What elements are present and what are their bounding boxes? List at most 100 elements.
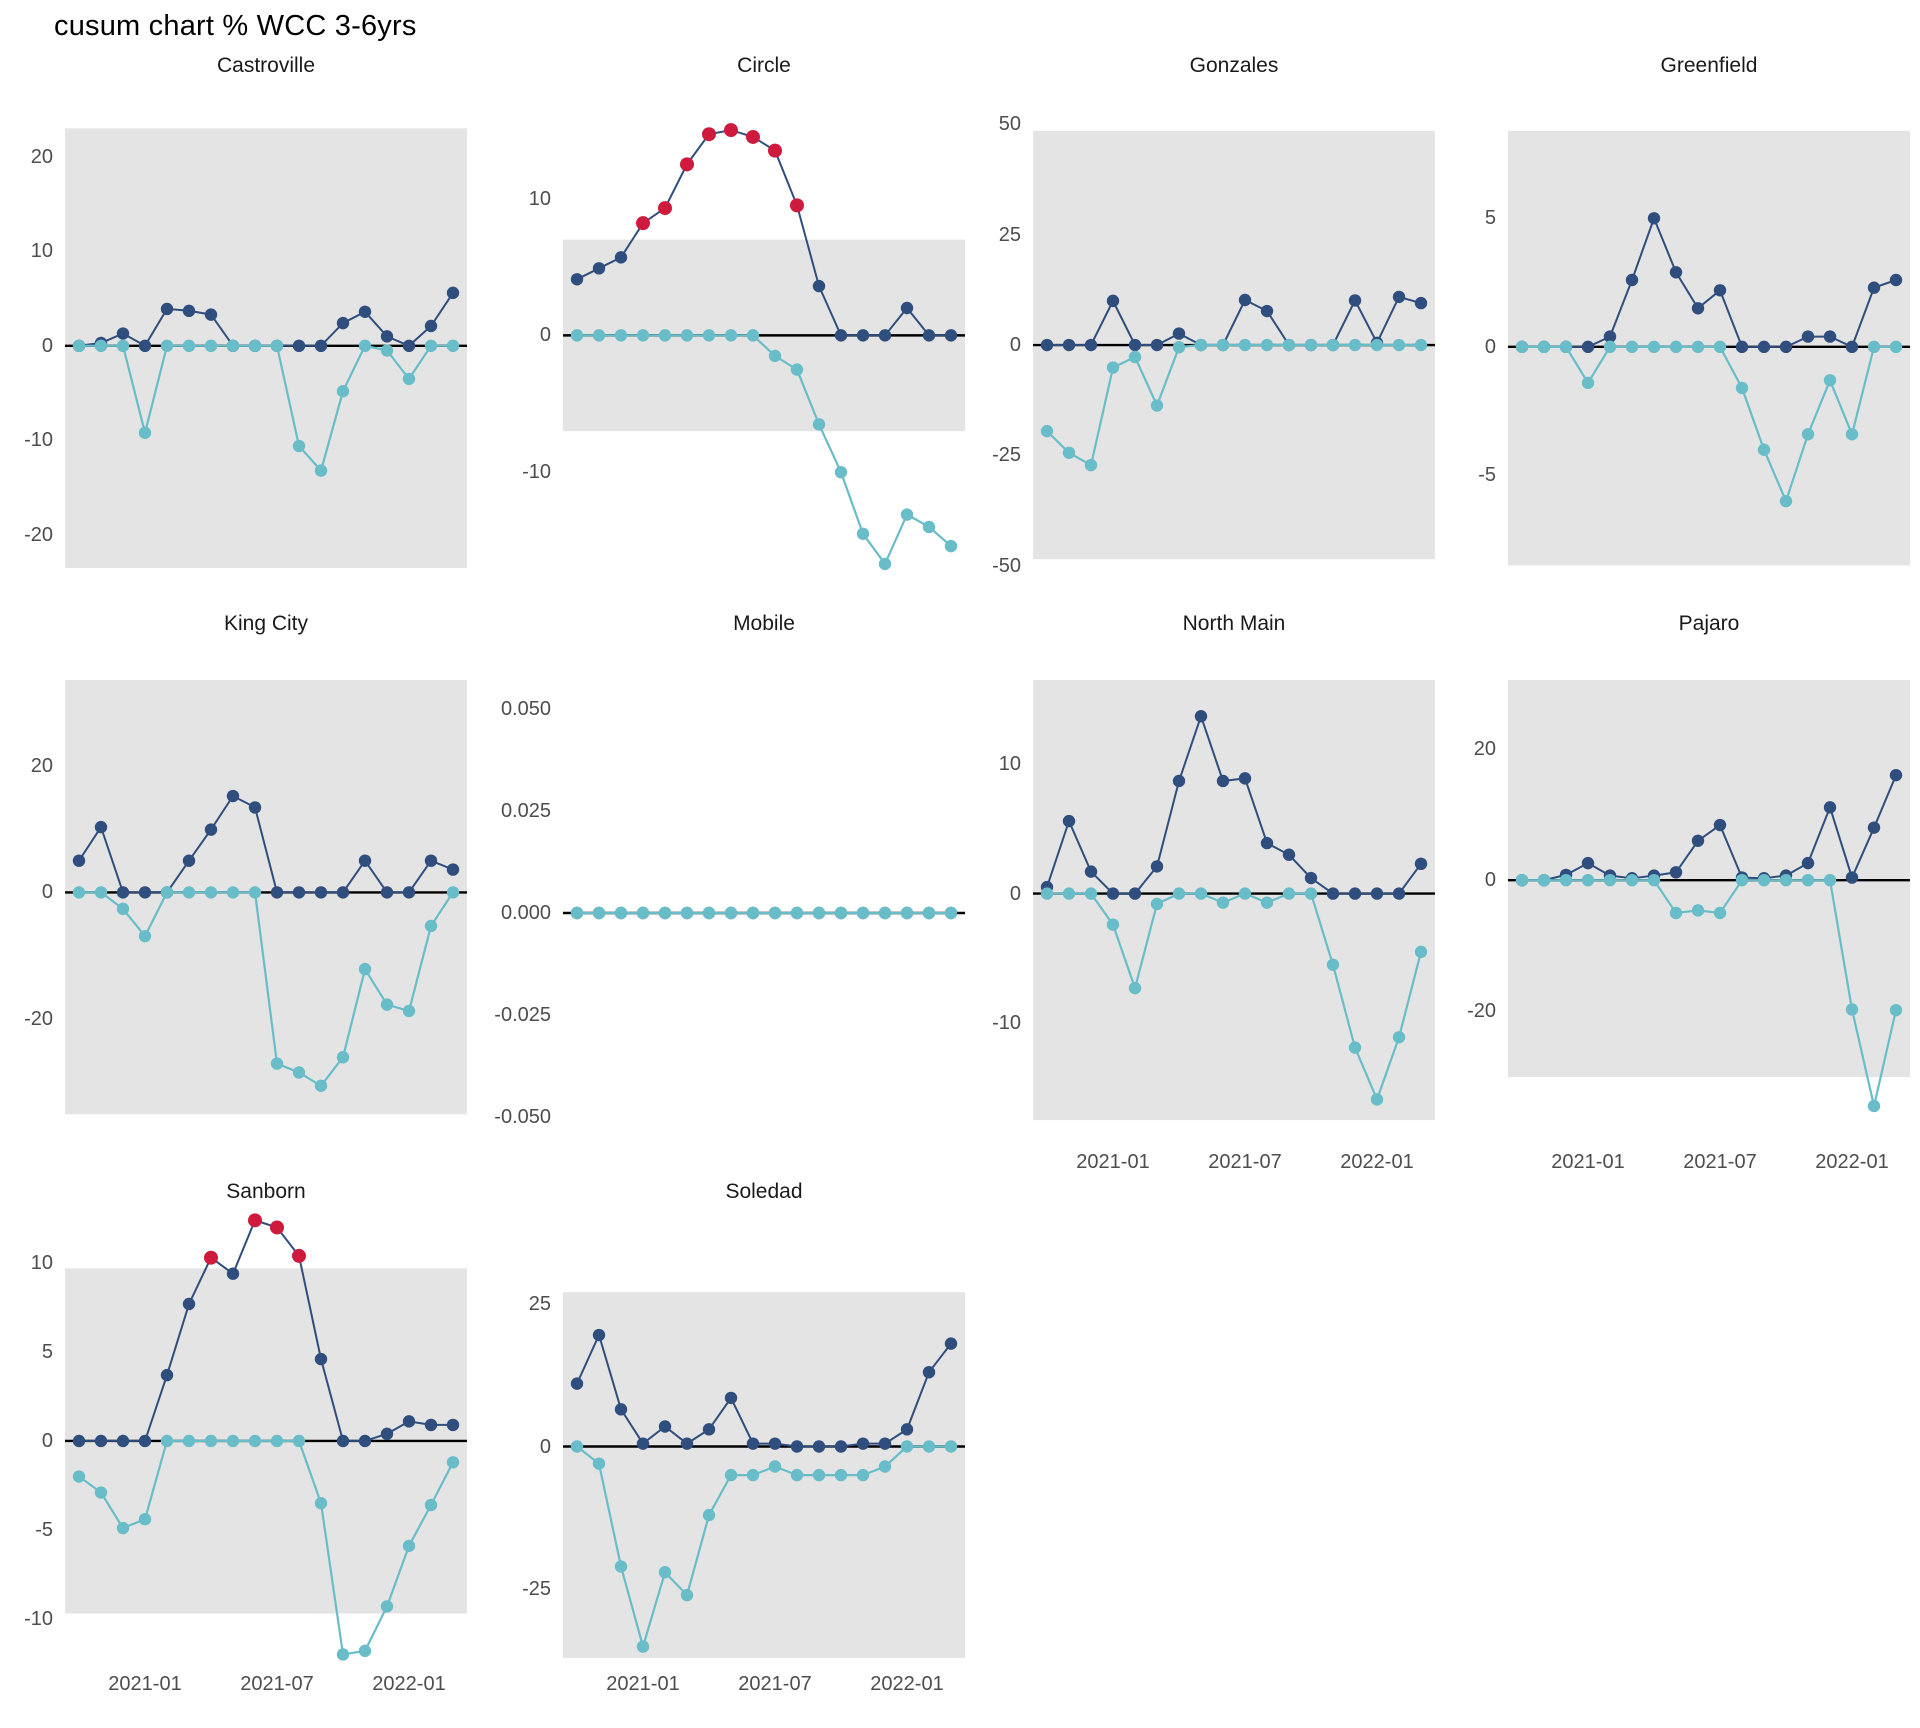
- data-point-neg: [446, 339, 460, 353]
- data-point-pos: [768, 1437, 782, 1450]
- data-point-neg: [812, 906, 826, 920]
- data-point-pos: [182, 304, 196, 318]
- data-point-pos: [380, 1427, 394, 1441]
- data-point-neg: [570, 906, 584, 920]
- data-point-neg: [204, 339, 218, 353]
- data-point-pos: [856, 1437, 870, 1450]
- data-point-pos: [1348, 294, 1362, 307]
- data-point-pos: [922, 1365, 936, 1379]
- data-point-neg: [1348, 1041, 1362, 1054]
- y-tick-label: 0.000: [500, 902, 551, 924]
- data-point-pos: [658, 1420, 672, 1433]
- data-point-pos: [1040, 338, 1054, 352]
- data-point-pos: [358, 854, 372, 867]
- signal-point: [248, 1213, 262, 1228]
- data-point-neg: [336, 385, 350, 398]
- x-tick-label: 2022-01: [372, 1673, 446, 1695]
- data-point-neg: [1735, 381, 1749, 395]
- facet-title-king-city: King City: [223, 612, 309, 635]
- data-point-pos: [1867, 821, 1881, 834]
- data-point-neg: [402, 372, 416, 386]
- y-tick-label: -10: [24, 429, 53, 452]
- data-point-neg: [1062, 446, 1076, 459]
- data-point-pos: [94, 820, 108, 834]
- data-point-pos: [424, 319, 438, 333]
- data-point-pos: [138, 1434, 152, 1448]
- data-point-neg: [1801, 428, 1815, 441]
- data-point-pos: [1062, 338, 1076, 352]
- data-point-neg: [1537, 340, 1551, 354]
- data-point-neg: [1370, 338, 1384, 352]
- y-tick-label: 0.050: [500, 697, 551, 720]
- data-point-neg: [1414, 338, 1428, 352]
- y-tick-label: 0: [1484, 869, 1496, 892]
- data-point-neg: [1713, 906, 1727, 920]
- data-point-pos: [1172, 774, 1186, 788]
- data-point-neg: [878, 906, 892, 920]
- plot-pajaro: [1508, 680, 1910, 1113]
- data-point-neg: [812, 1468, 826, 1482]
- data-point-neg: [1845, 1003, 1859, 1016]
- data-point-neg: [1392, 338, 1406, 352]
- data-point-neg: [944, 906, 958, 920]
- data-point-neg: [922, 1440, 936, 1453]
- y-tick-label: 0.025: [500, 799, 551, 822]
- data-point-neg: [1282, 338, 1296, 352]
- data-point-pos: [380, 330, 394, 343]
- data-point-pos: [1845, 340, 1859, 354]
- x-tick-label: 2021-01: [1551, 1151, 1625, 1173]
- y-tick-label: 5: [41, 1340, 53, 1363]
- data-point-pos: [1304, 871, 1318, 885]
- data-point-pos: [1392, 887, 1406, 900]
- facet-title-gonzales: Gonzales: [1189, 54, 1279, 77]
- data-point-neg: [1216, 896, 1230, 909]
- y-tick-label: -5: [35, 1518, 53, 1541]
- data-point-pos: [790, 1440, 804, 1453]
- data-point-neg: [1282, 887, 1296, 900]
- data-point-pos: [336, 1434, 350, 1448]
- plot-circle: [563, 123, 965, 571]
- data-point-pos: [1823, 330, 1837, 343]
- data-point-neg: [790, 363, 804, 376]
- y-tick-label: 0: [41, 1429, 53, 1452]
- data-point-pos: [570, 1377, 584, 1390]
- y-tick-label: 0: [539, 324, 551, 347]
- data-point-pos: [1348, 887, 1362, 900]
- data-point-pos: [1414, 296, 1428, 310]
- plot-sanborn: [65, 1213, 467, 1661]
- y-tick-label: -20: [24, 1008, 53, 1031]
- data-point-pos: [1691, 302, 1705, 315]
- y-tick-label: -20: [24, 523, 53, 546]
- x-tick-label: 2022-01: [1340, 1151, 1414, 1173]
- data-point-neg: [1238, 338, 1252, 352]
- data-point-pos: [1260, 304, 1274, 318]
- facet-title-pajaro: Pajaro: [1678, 612, 1740, 635]
- x-tick-label: 2022-01: [870, 1673, 944, 1695]
- data-point-neg: [680, 329, 694, 342]
- data-point-neg: [1867, 340, 1881, 354]
- data-point-neg: [1823, 374, 1837, 387]
- data-point-neg: [1537, 873, 1551, 887]
- data-point-neg: [138, 929, 152, 943]
- data-point-neg: [72, 1470, 86, 1483]
- y-tick-label: 20: [30, 754, 53, 777]
- data-point-neg: [702, 906, 716, 920]
- x-tick-label: 2022-01: [1815, 1151, 1889, 1173]
- data-point-neg: [94, 1486, 108, 1499]
- x-tick-label: 2021-01: [1076, 1151, 1150, 1173]
- data-point-neg: [1669, 340, 1683, 354]
- data-point-pos: [1150, 860, 1164, 873]
- data-point-neg: [116, 339, 130, 353]
- data-point-pos: [402, 339, 416, 353]
- data-point-neg: [358, 1644, 372, 1658]
- data-point-neg: [614, 1560, 628, 1573]
- y-tick-label: -10: [992, 1012, 1021, 1035]
- data-point-neg: [724, 329, 738, 342]
- y-tick-label: 20: [30, 145, 53, 168]
- facet-title-mobile: Mobile: [733, 612, 795, 635]
- signal-point: [270, 1220, 284, 1235]
- y-tick-label: 0: [1484, 335, 1496, 358]
- signal-point: [702, 127, 716, 142]
- data-point-neg: [358, 339, 372, 353]
- signal-point: [680, 157, 694, 172]
